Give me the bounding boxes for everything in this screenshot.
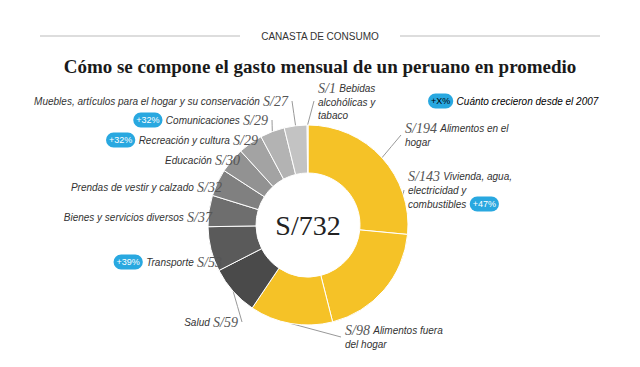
svg-text:CANASTA DE CONSUMO: CANASTA DE CONSUMO [261, 31, 379, 42]
svg-text:Muebles, artículos para el hog: Muebles, artículos para el hogar y su co… [34, 96, 260, 107]
svg-text:Transporte: Transporte [146, 257, 194, 268]
svg-text:Cómo se compone el gasto mensu: Cómo se compone el gasto mensual de un p… [64, 56, 577, 77]
svg-text:S/32: S/32 [197, 180, 222, 195]
svg-text:Recreación y cultura: Recreación y cultura [139, 135, 231, 146]
svg-text:Vivienda, agua,: Vivienda, agua, [443, 171, 512, 182]
svg-text:S/59: S/59 [213, 315, 238, 330]
svg-text:electricidad y: electricidad y [408, 185, 467, 196]
svg-text:S/143: S/143 [408, 169, 440, 184]
svg-text:S/194: S/194 [405, 121, 437, 136]
svg-text:Bebidas: Bebidas [339, 83, 375, 94]
svg-text:Prendas de vestir y calzado: Prendas de vestir y calzado [71, 182, 194, 193]
svg-text:alcohólicas y: alcohólicas y [318, 97, 376, 108]
svg-text:S/30: S/30 [215, 153, 240, 168]
svg-text:+X%: +X% [431, 96, 450, 106]
svg-text:Salud: Salud [184, 317, 210, 328]
svg-text:S/732: S/732 [275, 210, 340, 241]
svg-text:Educación: Educación [165, 155, 212, 166]
svg-text:Alimentos fuera: Alimentos fuera [372, 325, 443, 336]
svg-text:combustibles: combustibles [408, 199, 466, 210]
svg-text:Cuánto crecieron desde el 2007: Cuánto crecieron desde el 2007 [457, 96, 599, 107]
svg-text:S/1: S/1 [318, 81, 336, 96]
svg-text:+32%: +32% [109, 135, 132, 145]
svg-text:Bienes y servicios diversos: Bienes y servicios diversos [64, 212, 184, 223]
svg-text:S/53: S/53 [197, 255, 222, 270]
svg-text:+39%: +39% [117, 257, 140, 267]
svg-text:del hogar: del hogar [345, 339, 387, 350]
svg-text:hogar: hogar [405, 137, 431, 148]
svg-text:S/37: S/37 [187, 210, 213, 225]
svg-text:Comunicaciones: Comunicaciones [166, 115, 240, 126]
svg-text:S/29: S/29 [243, 113, 268, 128]
svg-text:Alimentos en el: Alimentos en el [439, 123, 509, 134]
svg-text:S/29: S/29 [233, 133, 258, 148]
svg-text:tabaco: tabaco [318, 110, 348, 121]
svg-text:S/98: S/98 [345, 323, 370, 338]
svg-text:+32%: +32% [136, 115, 159, 125]
svg-text:S/27: S/27 [263, 94, 289, 109]
svg-text:+47%: +47% [473, 199, 496, 209]
